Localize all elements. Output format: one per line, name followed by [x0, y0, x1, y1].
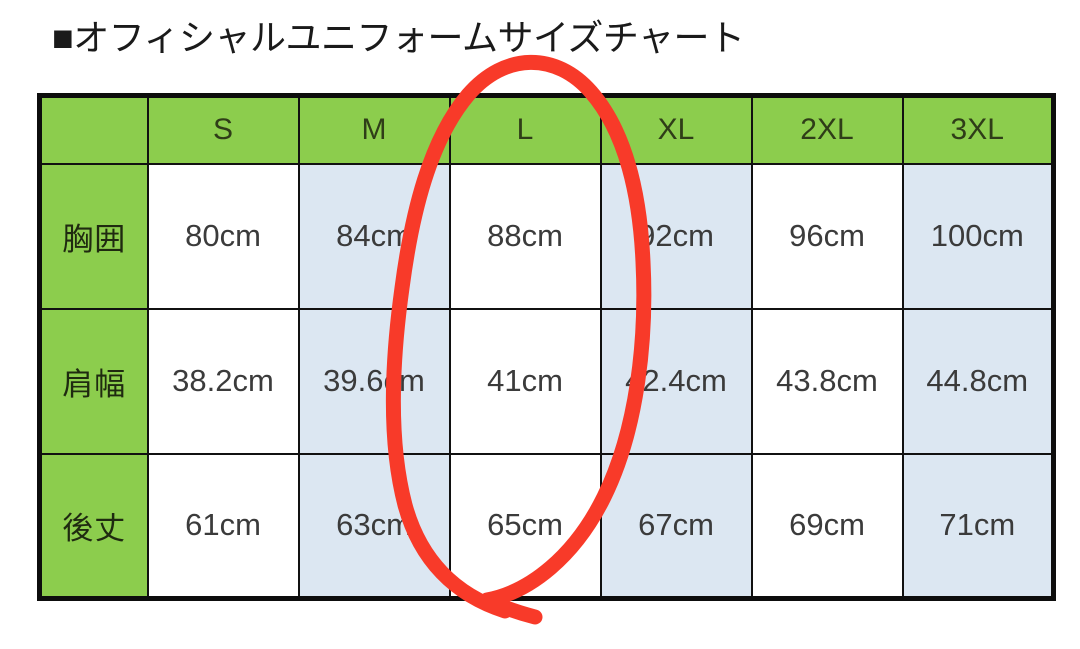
cell-back-length-s: 61cm — [146, 452, 300, 600]
table-row: 後丈 61cm 63cm 65cm 67cm 69cm 71cm — [38, 452, 1055, 600]
header-size-l: L — [448, 94, 602, 165]
header-row: S M L XL 2XL 3XL — [38, 94, 1055, 165]
cell-chest-l: 88cm — [448, 162, 602, 310]
row-label-shoulder: 肩幅 — [38, 307, 149, 455]
cell-chest-s: 80cm — [146, 162, 300, 310]
cell-back-length-3xl: 71cm — [901, 452, 1055, 600]
page-title: ■オフィシャルユニフォームサイズチャート — [52, 17, 745, 58]
cell-back-length-m: 63cm — [297, 452, 451, 600]
cell-chest-2xl: 96cm — [750, 162, 904, 310]
cell-shoulder-m: 39.6cm — [297, 307, 451, 455]
table-header: S M L XL 2XL 3XL — [38, 94, 1055, 165]
header-size-m: M — [297, 94, 451, 165]
table-row: 肩幅 38.2cm 39.6cm 41cm 42.4cm 43.8cm 44.8… — [38, 307, 1055, 455]
row-label-back-length: 後丈 — [38, 452, 149, 600]
uniform-size-chart-table: S M L XL 2XL 3XL 胸囲 80cm 84cm 88cm 92cm … — [37, 93, 1056, 601]
table-row: 胸囲 80cm 84cm 88cm 92cm 96cm 100cm — [38, 162, 1055, 310]
cell-shoulder-l: 41cm — [448, 307, 602, 455]
cell-chest-m: 84cm — [297, 162, 451, 310]
row-label-chest: 胸囲 — [38, 162, 149, 310]
cell-back-length-2xl: 69cm — [750, 452, 904, 600]
cell-shoulder-s: 38.2cm — [146, 307, 300, 455]
table-body: 胸囲 80cm 84cm 88cm 92cm 96cm 100cm 肩幅 38.… — [38, 162, 1055, 600]
cell-shoulder-xl: 42.4cm — [599, 307, 753, 455]
header-size-3xl: 3XL — [901, 94, 1055, 165]
cell-shoulder-2xl: 43.8cm — [750, 307, 904, 455]
header-size-2xl: 2XL — [750, 94, 904, 165]
cell-shoulder-3xl: 44.8cm — [901, 307, 1055, 455]
header-size-xl: XL — [599, 94, 753, 165]
header-size-s: S — [146, 94, 300, 165]
cell-chest-xl: 92cm — [599, 162, 753, 310]
cell-chest-3xl: 100cm — [901, 162, 1055, 310]
header-corner-cell — [38, 94, 149, 165]
cell-back-length-xl: 67cm — [599, 452, 753, 600]
cell-back-length-l: 65cm — [448, 452, 602, 600]
